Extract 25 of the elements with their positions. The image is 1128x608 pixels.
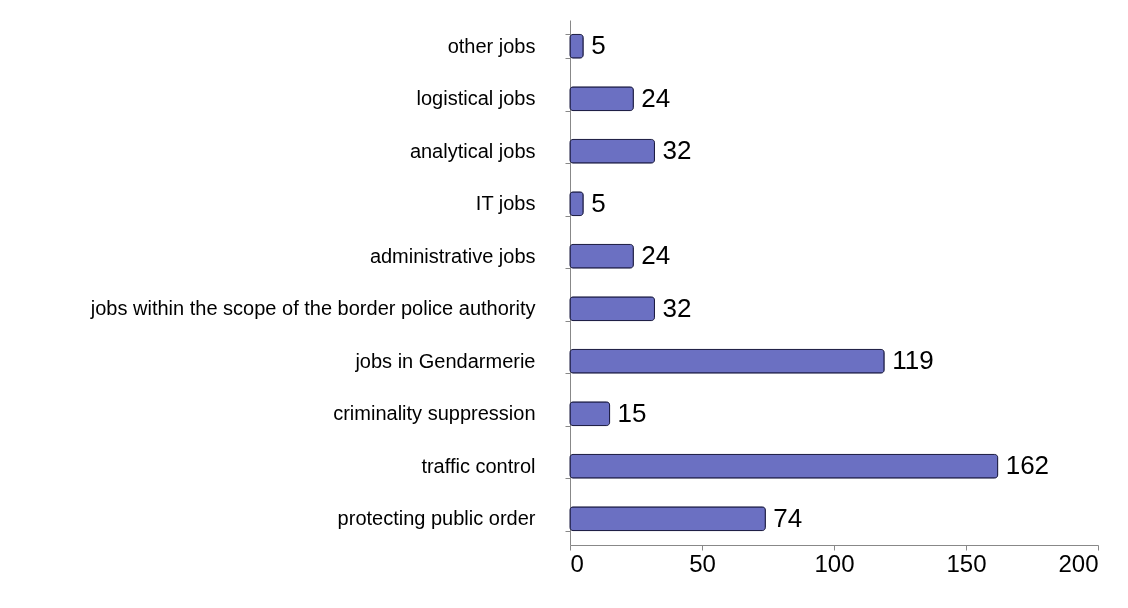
- data-label: 162: [1005, 450, 1050, 481]
- y-tick-label: protecting public order: [337, 507, 536, 530]
- y-tick-label: jobs within the scope of the border police authority: [89, 297, 536, 320]
- y-tick-label: analytical jobs: [409, 139, 536, 162]
- data-label: 5: [591, 30, 606, 61]
- x-tick-label: 100: [814, 549, 855, 577]
- data-label: 24: [641, 82, 671, 113]
- y-tick-label: administrative jobs: [369, 244, 536, 267]
- x-tick-label: 50: [689, 549, 716, 577]
- y-tick-label: other jobs: [447, 34, 536, 57]
- x-tick-label: 0: [570, 549, 584, 577]
- x-tick-label: 150: [946, 549, 987, 577]
- y-tick-label: traffic control: [421, 454, 536, 477]
- y-tick-label: criminality suppression: [333, 402, 536, 425]
- data-label: 74: [773, 502, 803, 533]
- data-label: 119: [892, 345, 934, 376]
- y-tick-label: jobs in Gendarmerie: [354, 349, 536, 372]
- y-tick-label: IT jobs: [475, 192, 536, 215]
- data-label: 24: [641, 240, 671, 271]
- y-tick-label: logistical jobs: [416, 87, 536, 110]
- x-tick-label: 200: [1058, 549, 1099, 577]
- data-label: 32: [662, 135, 692, 166]
- data-label: 32: [662, 292, 692, 323]
- data-label: 15: [617, 397, 647, 428]
- data-label: 5: [591, 187, 606, 218]
